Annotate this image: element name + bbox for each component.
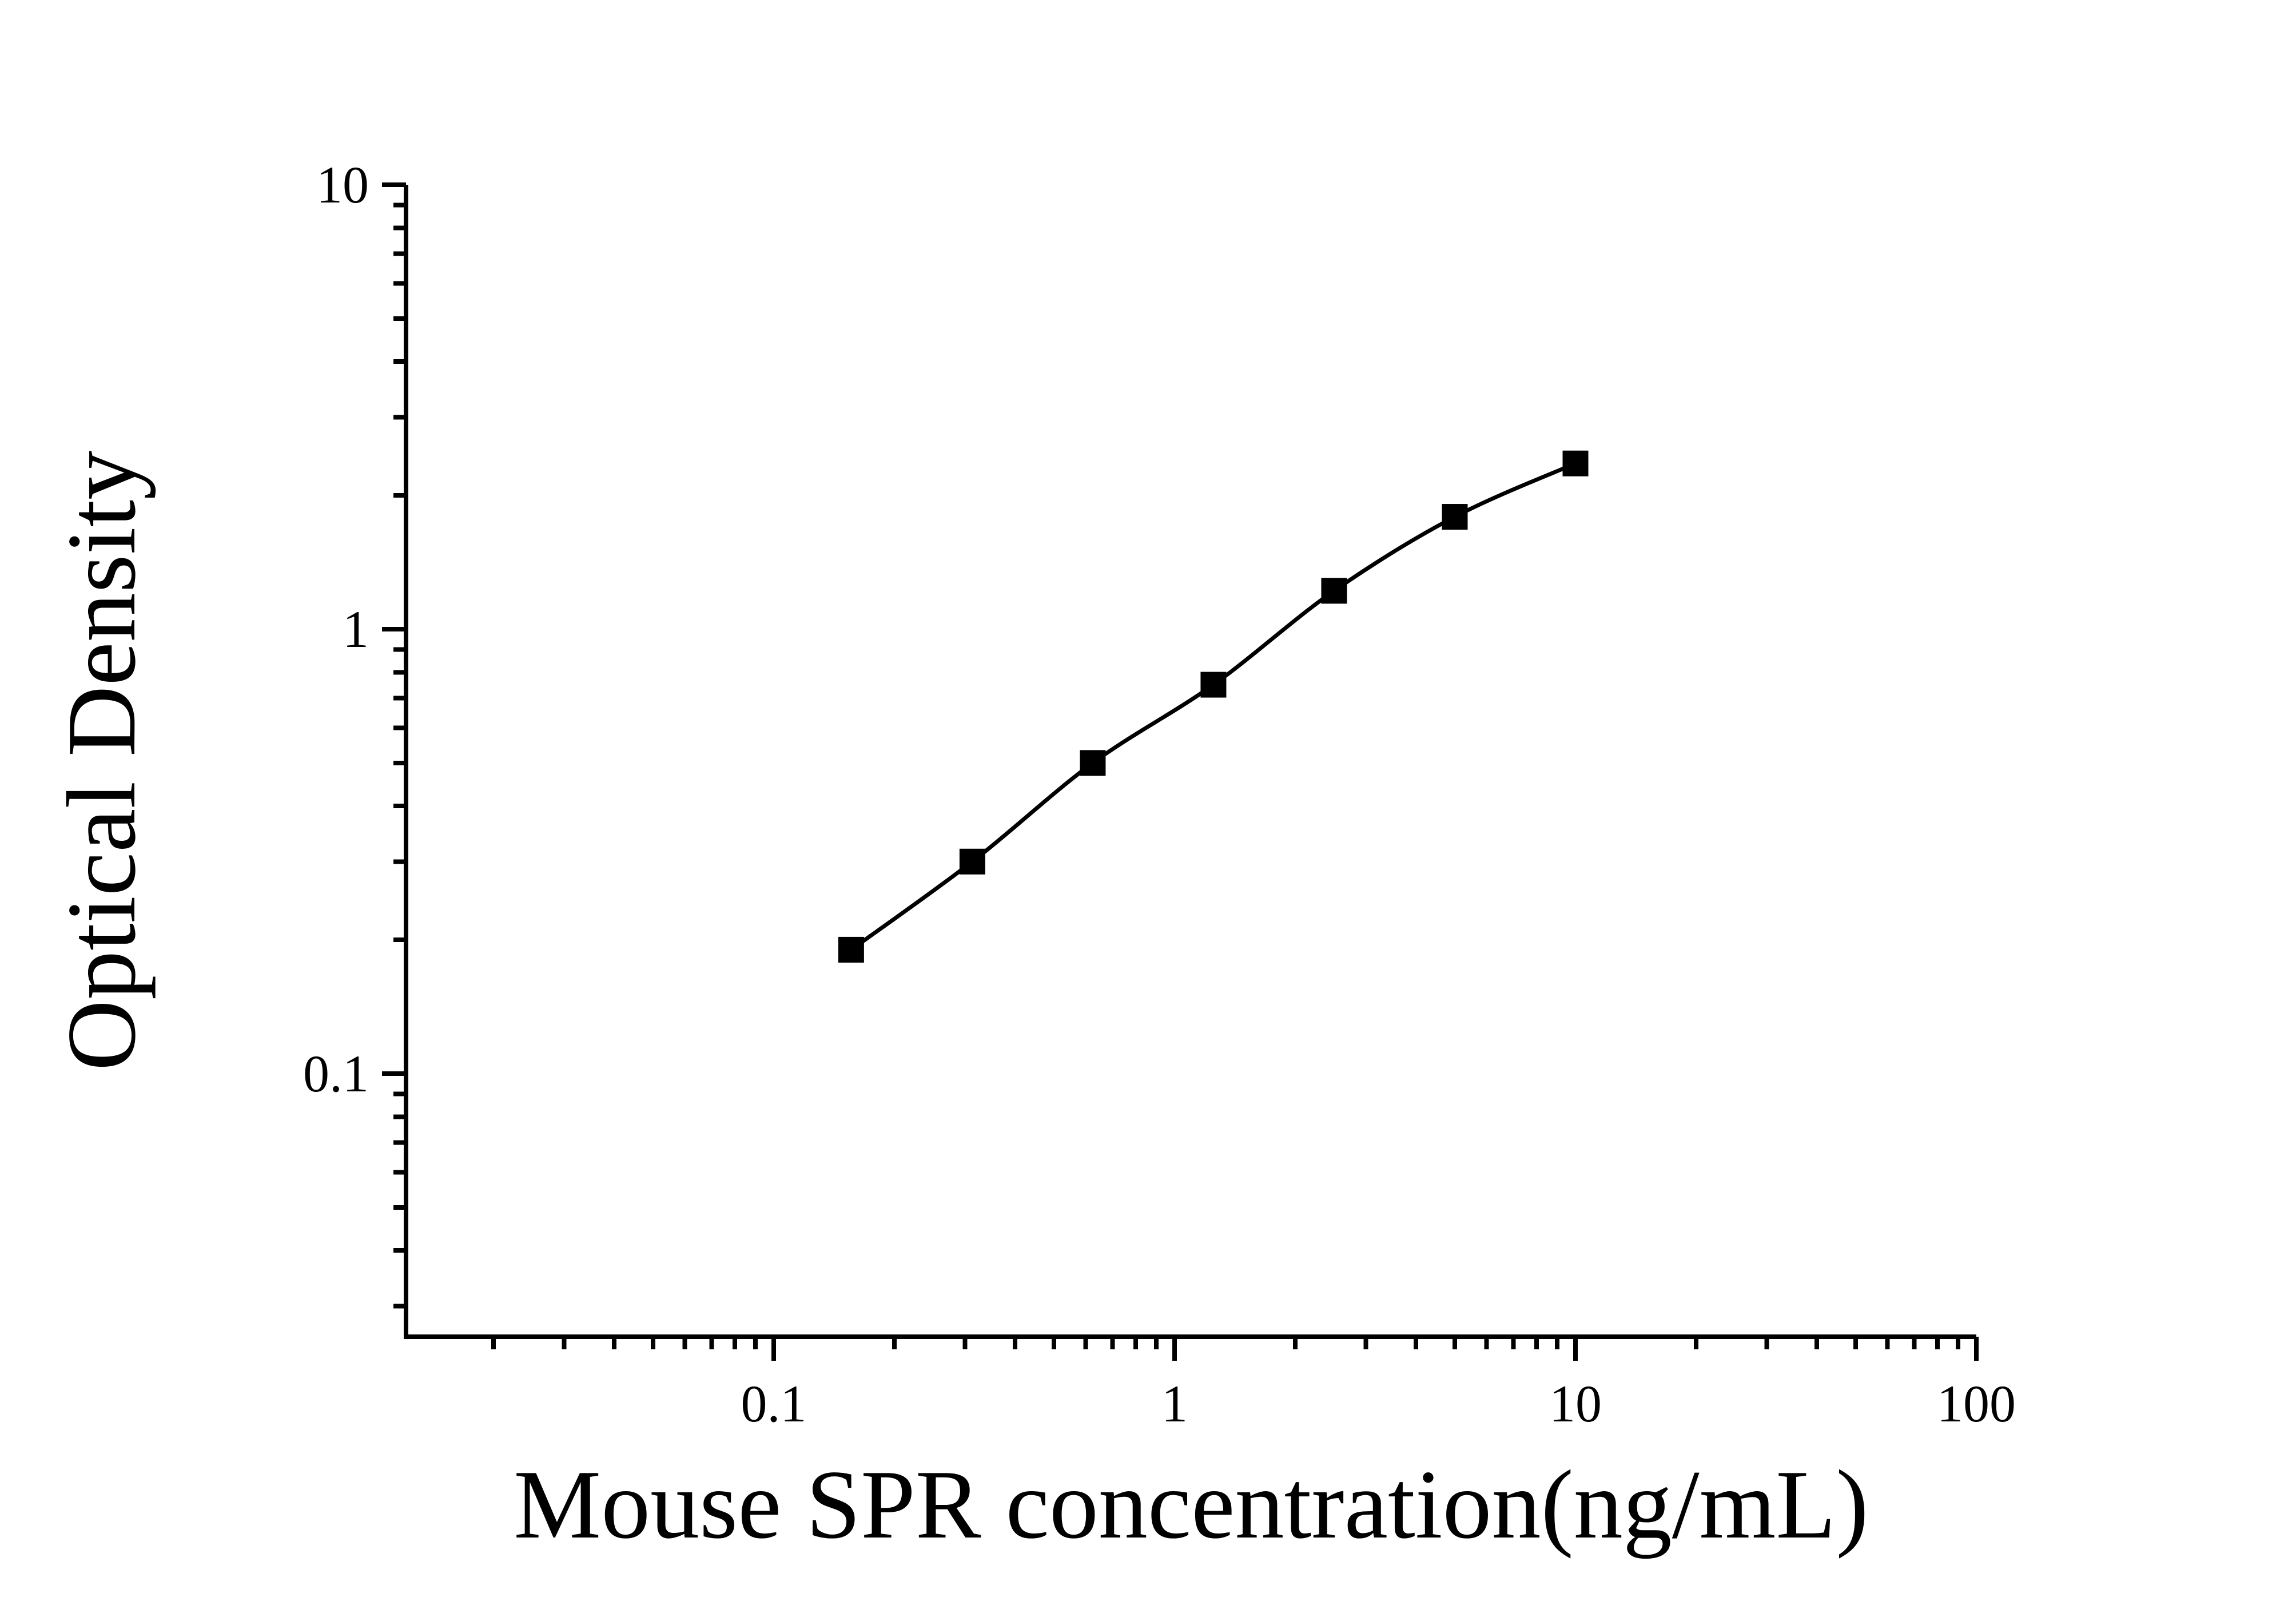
x-tick-label: 0.1 bbox=[741, 1374, 807, 1433]
x-tick-label: 10 bbox=[1549, 1374, 1602, 1433]
data-point-marker bbox=[1562, 450, 1589, 476]
y-tick-label: 0.1 bbox=[303, 1044, 369, 1103]
data-point-marker bbox=[959, 848, 985, 875]
data-point-marker bbox=[838, 936, 864, 963]
data-point-marker bbox=[1321, 578, 1347, 604]
y-axis-title: Optical Density bbox=[47, 451, 156, 1071]
x-tick-label: 1 bbox=[1161, 1374, 1188, 1433]
data-series bbox=[838, 450, 1589, 963]
y-tick-label: 1 bbox=[343, 600, 369, 658]
data-point-marker bbox=[1080, 750, 1106, 776]
standard-curve-line bbox=[850, 461, 1577, 952]
y-tick-labels: 0.1 1 10 bbox=[303, 156, 369, 1103]
axes-spines bbox=[404, 185, 1976, 1339]
y-tick-label: 10 bbox=[316, 156, 369, 214]
x-axis-title: Mouse SPR concentration(ng/mL) bbox=[514, 1451, 1868, 1559]
x-axis-ticks bbox=[491, 1337, 1979, 1361]
x-tick-label: 100 bbox=[1937, 1374, 2016, 1433]
data-point-marker bbox=[1442, 504, 1468, 530]
x-tick-labels: 0.1 1 10 100 bbox=[741, 1374, 2016, 1433]
data-point-marker bbox=[1200, 672, 1227, 698]
y-axis-ticks bbox=[382, 182, 406, 1309]
